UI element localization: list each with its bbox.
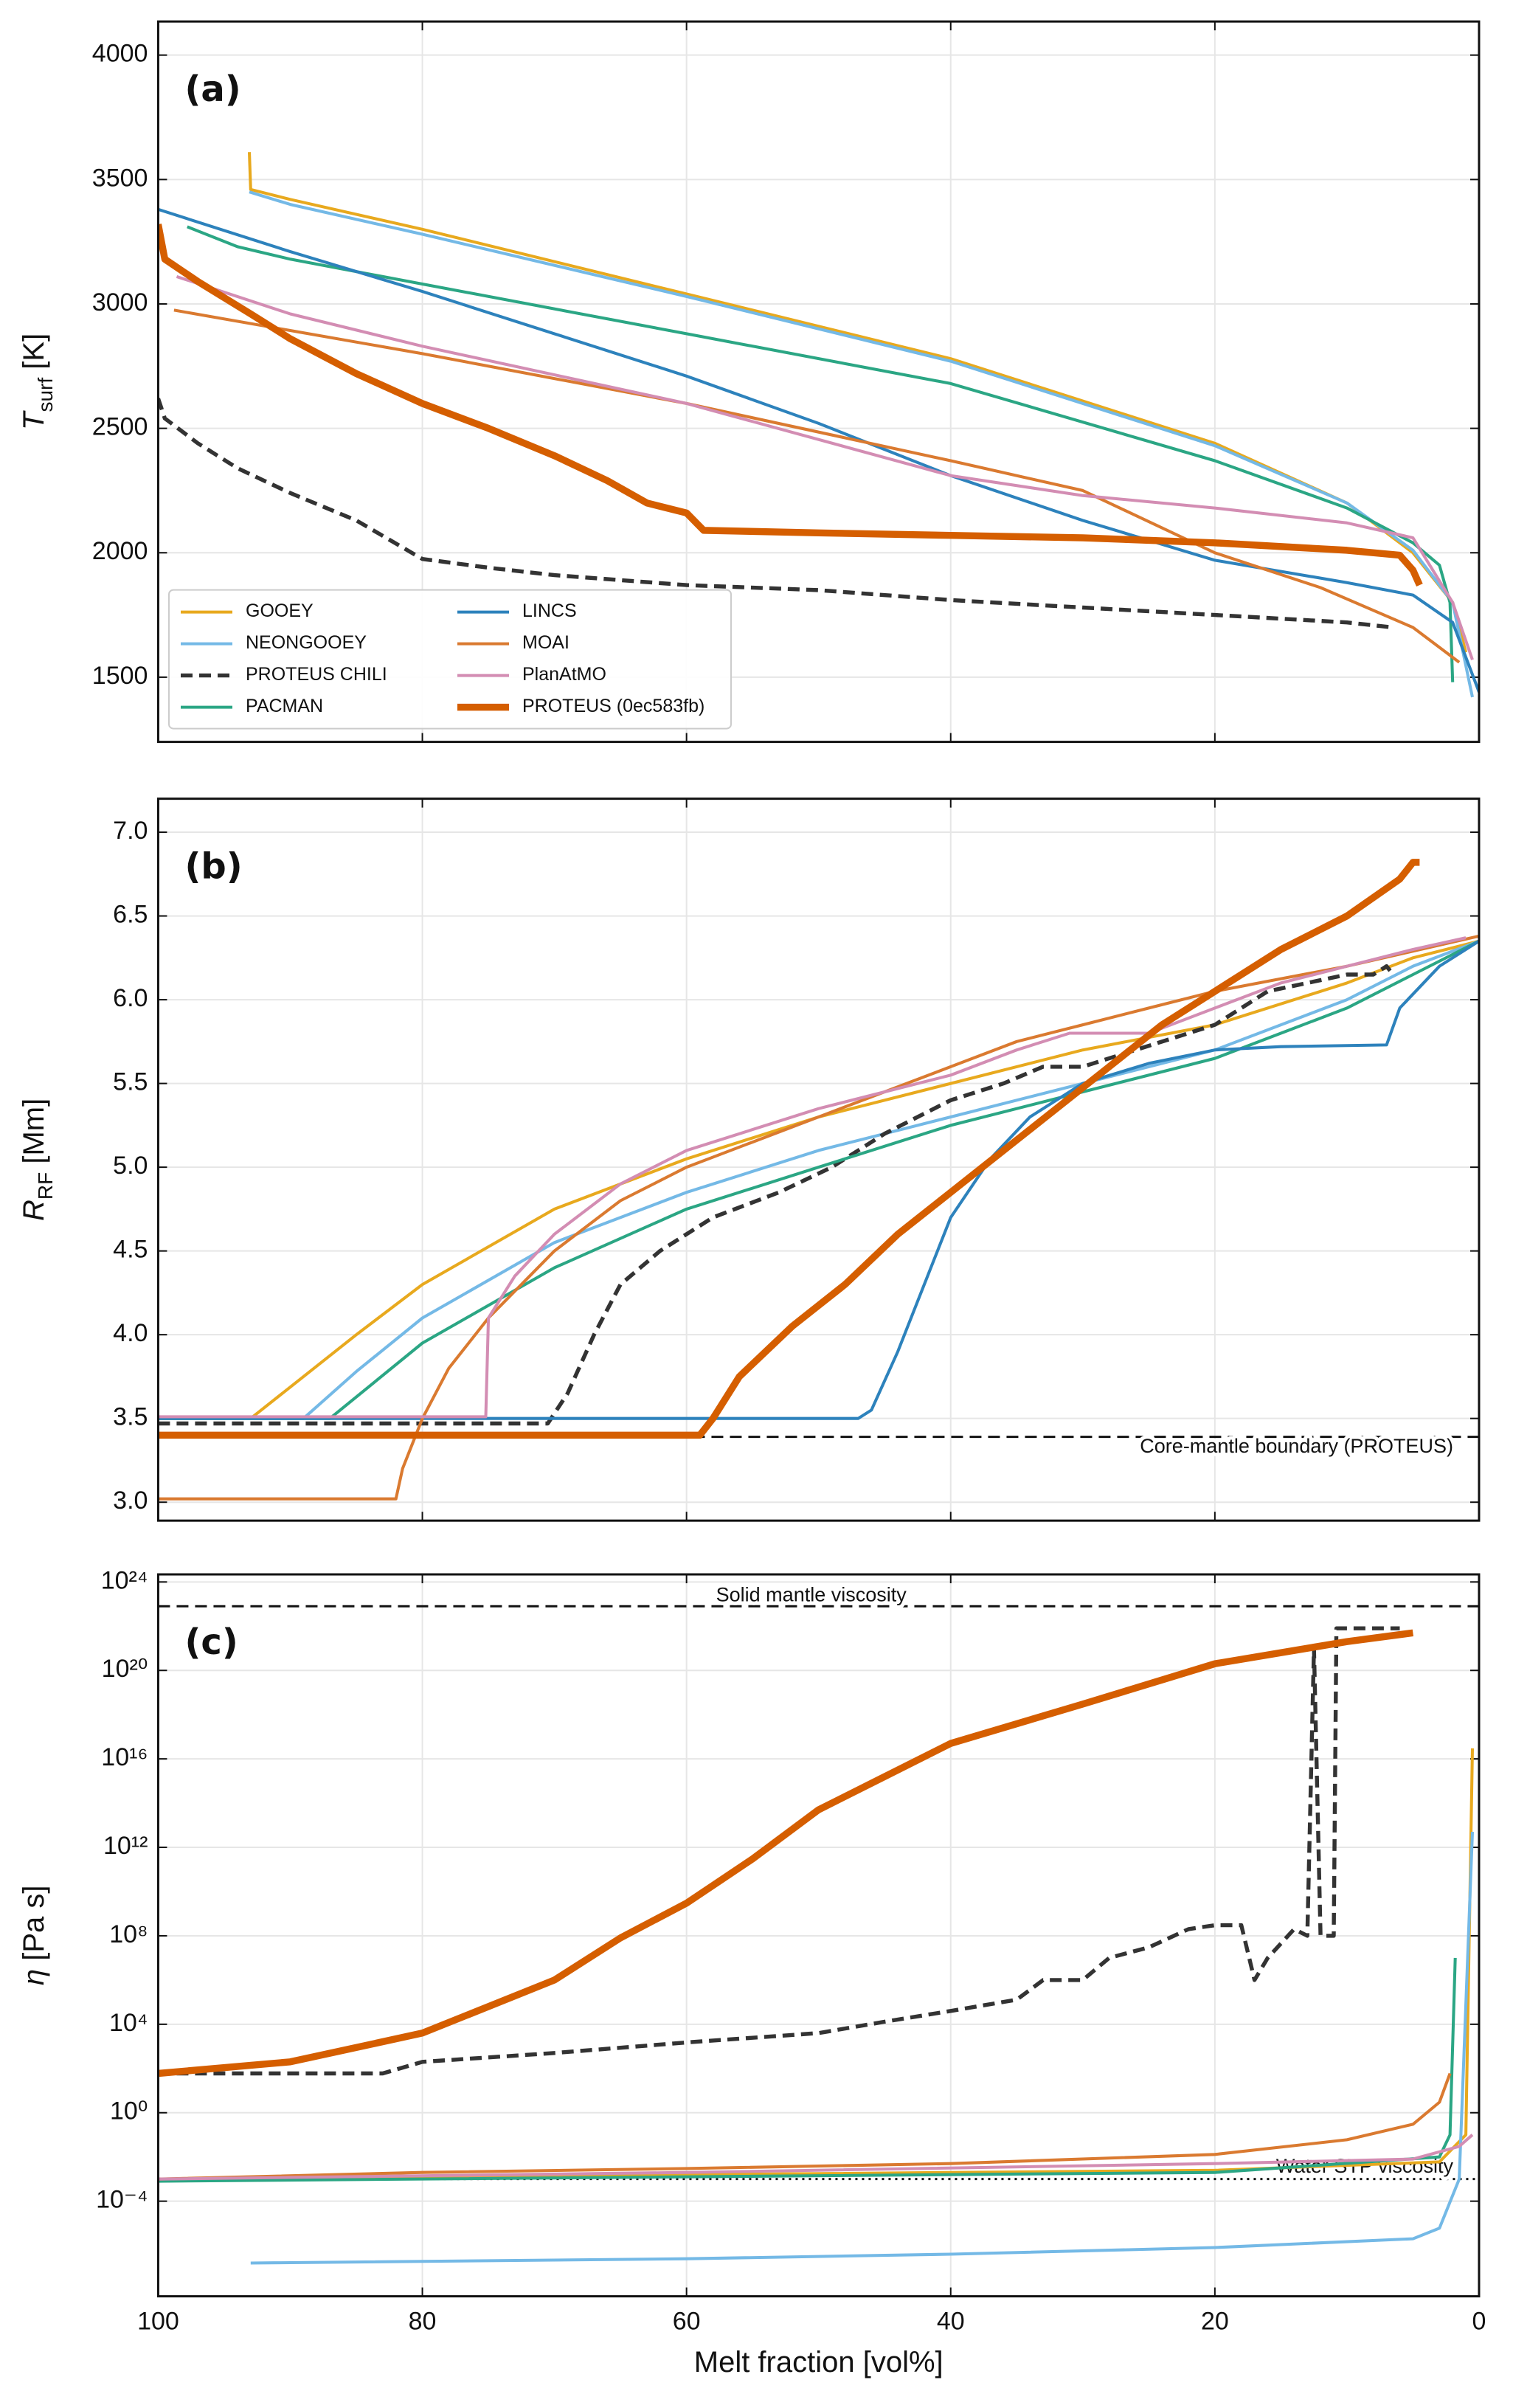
- series-line: [158, 1748, 1475, 2181]
- y-label-unit: [K]: [18, 333, 50, 370]
- y-tick-label: 4000: [92, 40, 148, 68]
- series-line: [173, 308, 1461, 664]
- y-tick-label: 3.0: [113, 1487, 148, 1515]
- series-line: [158, 939, 1479, 1420]
- series-line: [158, 936, 1467, 1419]
- y-label-space: [18, 1961, 50, 1969]
- y-label-unit: [Pa s]: [18, 1886, 50, 1961]
- series-line: [158, 939, 1479, 1420]
- y-axis-label: Tsurf [K]: [18, 333, 57, 430]
- y-label-symbol: η: [18, 1969, 50, 1985]
- y-label-space: [18, 1164, 50, 1172]
- y-tick-label: 6.0: [113, 984, 148, 1012]
- legend-label: NEONGOOEY: [246, 632, 367, 653]
- panel-label: (a): [184, 69, 240, 110]
- y-tick-label: 6.5: [113, 901, 148, 929]
- series-line: [158, 939, 1479, 1420]
- y-tick-label: 5.0: [113, 1152, 148, 1180]
- reference-label: Solid mantle viscosity: [716, 1583, 907, 1605]
- panel-label: (b): [184, 846, 242, 888]
- x-tick-label: 0: [1472, 2308, 1486, 2336]
- legend-box: [168, 589, 732, 730]
- y-label-symbol: T: [18, 410, 50, 430]
- legend-label: LINCS: [522, 601, 577, 621]
- x-tick-label: 80: [409, 2308, 437, 2336]
- reference-label: Core-mantle boundary (PROTEUS): [1140, 1435, 1453, 1457]
- y-tick-label: 3500: [92, 164, 148, 192]
- y-tick-label: 3000: [92, 288, 148, 316]
- series-line: [158, 1629, 1414, 2077]
- legend-label: MOAI: [522, 632, 569, 653]
- y-label-subscript: RF: [34, 1172, 57, 1200]
- series-line: [158, 1957, 1457, 2183]
- x-tick-label: 20: [1201, 2308, 1229, 2336]
- y-tick-label: 10⁰: [110, 2097, 148, 2125]
- series-line: [250, 1832, 1475, 2265]
- legend-label: PROTEUS CHILI: [246, 664, 387, 685]
- y-tick-label: 3.5: [113, 1403, 148, 1431]
- legend-label: GOOEY: [246, 601, 314, 621]
- x-axis-label: Melt fraction [vol%]: [694, 2346, 944, 2378]
- series-line: [158, 1626, 1400, 2076]
- series-line: [176, 274, 1474, 660]
- y-tick-label: 1500: [92, 662, 148, 690]
- series-line: [158, 398, 1393, 630]
- legend-label: PACMAN: [246, 696, 323, 716]
- x-tick-label: 60: [673, 2308, 701, 2336]
- y-axis-label: RRF [Mm]: [18, 1099, 57, 1221]
- y-tick-label: 10²⁴: [101, 1566, 148, 1594]
- y-tick-label: 10¹²: [103, 1832, 148, 1860]
- series-line: [249, 190, 1474, 698]
- y-tick-label: 10⁴: [109, 2009, 148, 2037]
- series-line: [158, 2072, 1452, 2181]
- y-axis-label: η [Pa s]: [18, 1886, 50, 1986]
- series-line: [158, 2134, 1474, 2181]
- y-label-symbol: R: [18, 1200, 50, 1221]
- y-tick-label: 5.5: [113, 1068, 148, 1096]
- series-line: [158, 859, 1420, 1439]
- y-tick-label: 4.0: [113, 1319, 148, 1347]
- plot-frame: [156, 20, 1481, 744]
- series-line: [158, 224, 1423, 587]
- y-tick-label: 7.0: [113, 817, 148, 845]
- y-tick-label: 10⁸: [109, 1920, 148, 1948]
- y-tick-label: 4.5: [113, 1236, 148, 1264]
- legend-label: PROTEUS (0ec583fb): [522, 696, 704, 716]
- y-label-space: [18, 370, 50, 378]
- series-line: [187, 225, 1455, 682]
- plot-frame: [156, 1573, 1481, 2298]
- legend-label: PlanAtMO: [522, 664, 606, 685]
- plot-frame: [156, 798, 1481, 1522]
- y-label-subscript: surf: [34, 378, 57, 412]
- x-tick-label: 40: [937, 2308, 965, 2336]
- y-tick-label: 10⁻⁴: [96, 2186, 148, 2214]
- y-tick-label: 2500: [92, 413, 148, 441]
- y-tick-label: 2000: [92, 537, 148, 565]
- x-tick-label: 100: [137, 2308, 179, 2336]
- y-label-unit: [Mm]: [18, 1099, 50, 1164]
- panel-label: (c): [184, 1622, 238, 1663]
- series-line: [158, 964, 1395, 1426]
- y-tick-label: 10²⁰: [102, 1655, 148, 1683]
- y-tick-label: 10¹⁶: [101, 1743, 148, 1771]
